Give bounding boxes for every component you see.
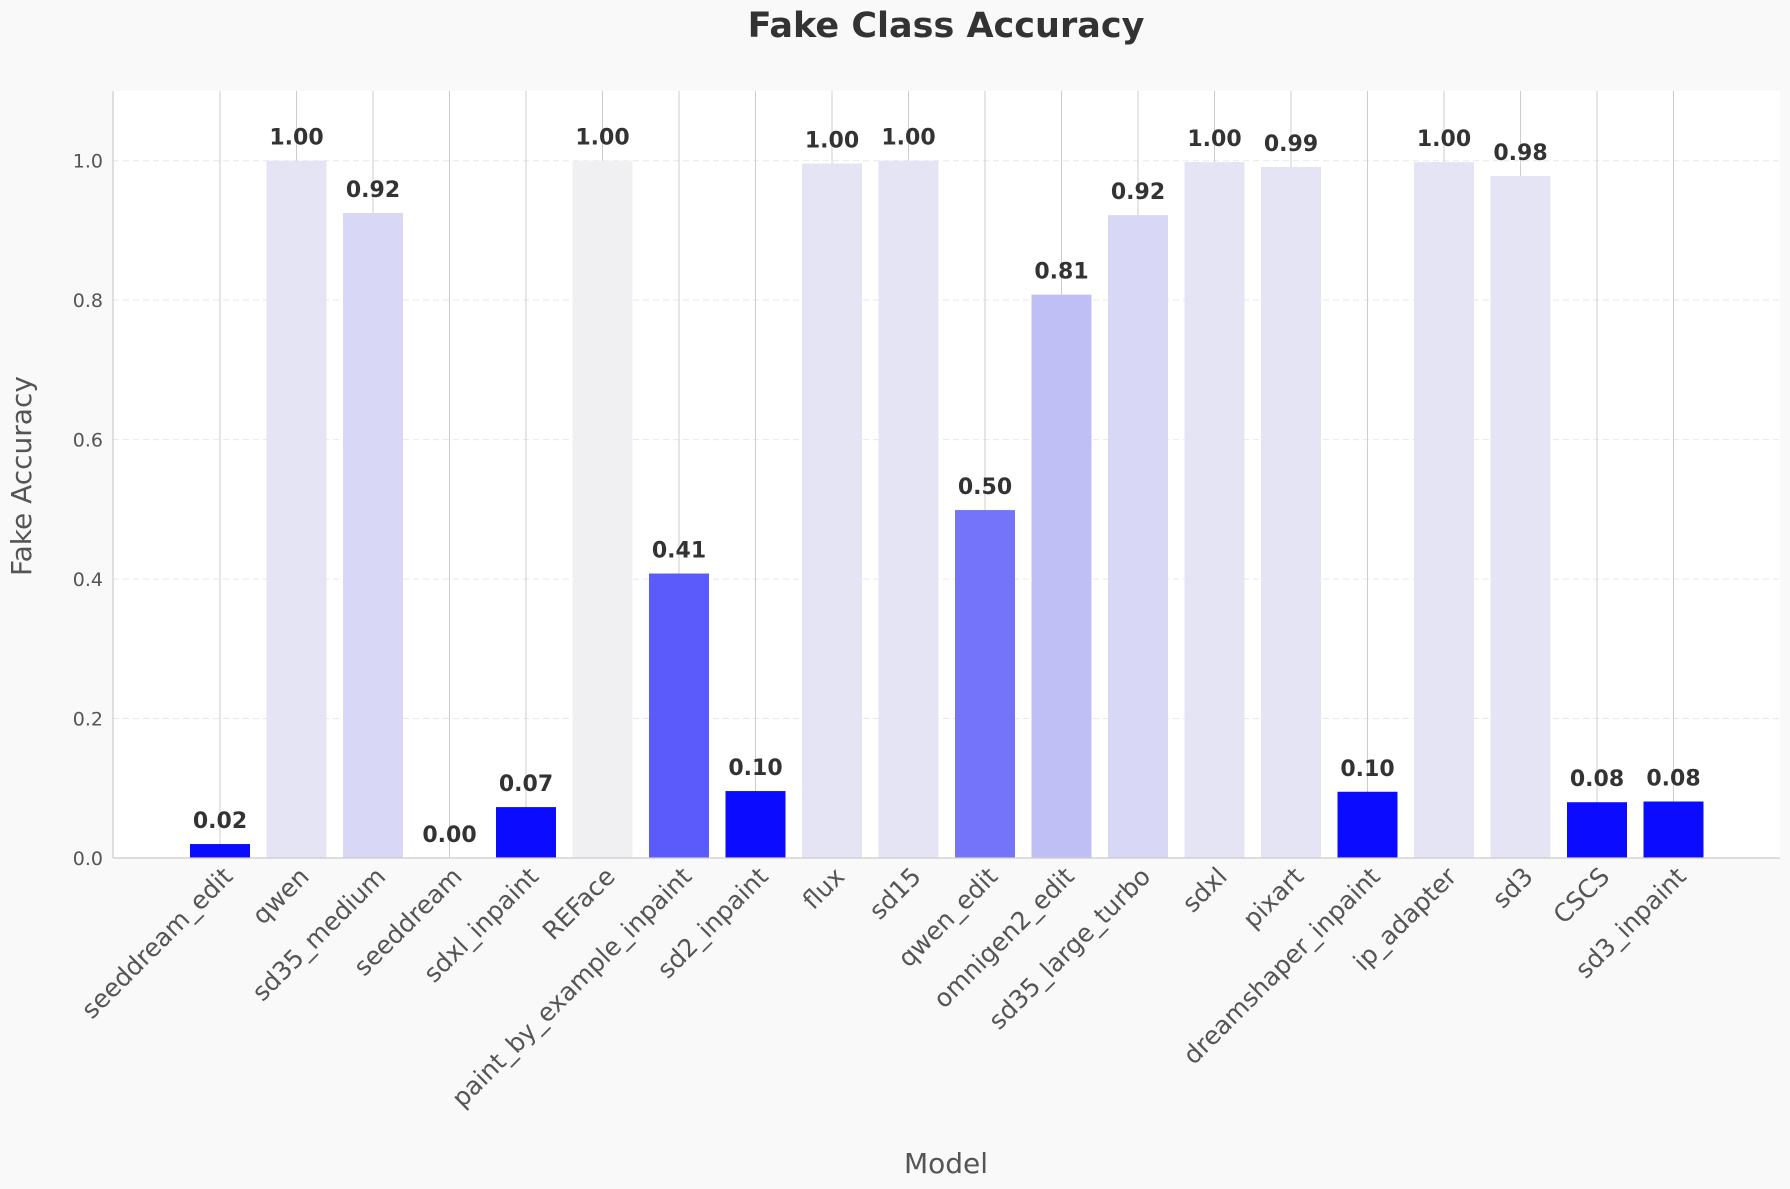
bar-ip_adapter	[1414, 162, 1474, 858]
y-axis-label: Fake Accuracy	[5, 376, 38, 576]
data-label-sdxl: 1.00	[1187, 127, 1241, 152]
data-label-CSCS: 0.08	[1570, 767, 1624, 792]
bar-paint_by_example_inpaint	[649, 573, 709, 858]
bar-omnigen2_edit	[1031, 294, 1092, 858]
bar-sd2_inpaint	[725, 791, 786, 858]
chart-title: Fake Class Accuracy	[748, 6, 1145, 46]
bar-dreamshaper_inpaint	[1337, 791, 1398, 858]
bar-seeddream_edit	[190, 844, 250, 858]
data-label-pixart: 0.99	[1264, 132, 1318, 157]
bar-sd3	[1490, 176, 1551, 859]
data-label-sd35_large_turbo: 0.92	[1111, 180, 1165, 205]
bar-sd15	[878, 160, 939, 858]
data-label-seeddream_edit: 0.02	[193, 809, 247, 834]
bars	[190, 160, 1704, 859]
y-tick-label: 0.0	[73, 848, 103, 870]
data-label-qwen: 1.00	[269, 126, 323, 151]
y-ticks: 0.0 0.2 0.4 0.6 0.8 1.0	[73, 151, 103, 870]
y-tick-label: 0.4	[73, 569, 103, 591]
data-label-sdxl_inpaint: 0.07	[499, 772, 553, 797]
y-tick-label: 0.8	[73, 290, 103, 312]
bar-REFace	[572, 160, 633, 858]
data-label-paint_by_example_inpaint: 0.41	[652, 539, 706, 564]
data-label-omnigen2_edit: 0.81	[1034, 260, 1088, 285]
bar-sdxl_inpaint	[496, 807, 556, 858]
x-axis-label: Model	[904, 1147, 988, 1180]
data-label-sd15: 1.00	[881, 126, 935, 151]
y-tick-label: 0.2	[73, 709, 103, 731]
data-label-ip_adapter: 1.00	[1417, 127, 1471, 152]
y-tick-label: 1.0	[73, 151, 103, 173]
bar-flux	[802, 163, 862, 858]
bar-sd35_medium	[343, 213, 403, 859]
data-label-sd3: 0.98	[1493, 141, 1547, 166]
bar-sd3_inpaint	[1643, 801, 1704, 858]
data-label-REFace: 1.00	[575, 126, 629, 151]
bar-sdxl	[1184, 162, 1245, 858]
bar-sd35_large_turbo	[1108, 215, 1168, 858]
bar-CSCS	[1567, 802, 1627, 858]
data-label-seeddream: 0.00	[422, 823, 476, 848]
data-label-sd35_medium: 0.92	[346, 178, 400, 203]
data-label-flux: 1.00	[805, 129, 859, 154]
data-label-sd3_inpaint: 0.08	[1646, 767, 1700, 792]
data-labels: 0.02 1.00 0.92 0.00 0.07 1.00 0.41 0.10 1.00 1.00…	[193, 126, 1701, 848]
bar-pixart	[1261, 167, 1321, 858]
y-tick-label: 0.6	[73, 430, 103, 452]
data-label-sd2_inpaint: 0.10	[728, 756, 782, 781]
bar-qwen	[266, 160, 327, 858]
data-label-qwen_edit: 0.50	[958, 475, 1012, 500]
data-label-dreamshaper_inpaint: 0.10	[1340, 757, 1394, 782]
axes	[112, 91, 1780, 859]
bar-qwen_edit	[955, 510, 1015, 858]
